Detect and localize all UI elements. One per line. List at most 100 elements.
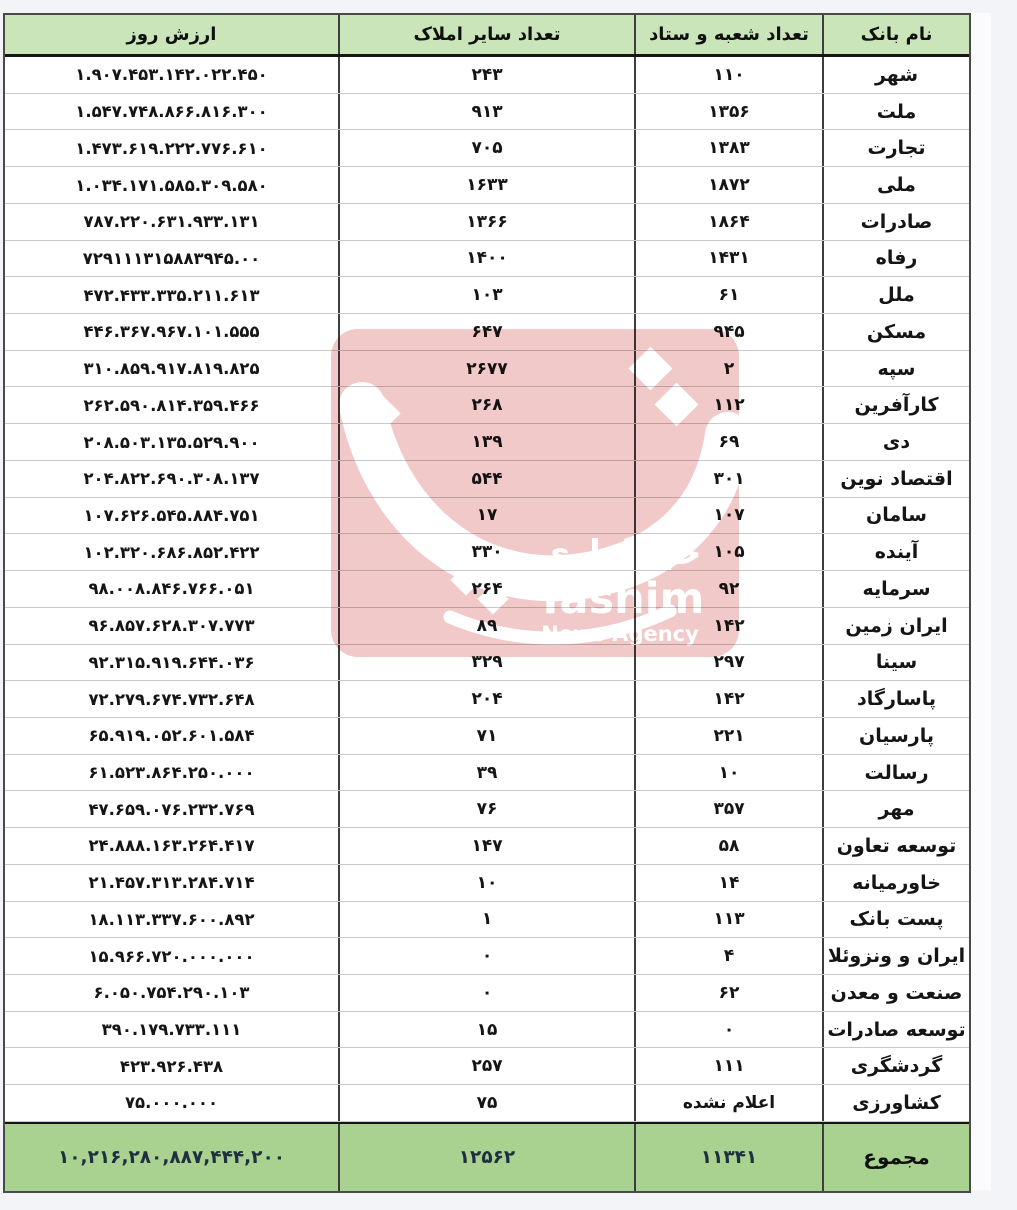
bank-name-cell: ملل xyxy=(822,277,969,314)
bank-name-cell: رسالت xyxy=(822,754,969,791)
branches-cell: ۳۵۷ xyxy=(634,791,822,828)
branches-cell: ۴ xyxy=(634,938,822,974)
table-row: ۱.۹۰۷.۴۵۳.۱۴۲.۰۲۲.۴۵۰ ۲۴۳ ۱۱۰ شهر xyxy=(5,57,969,94)
branches-cell: ۶۲ xyxy=(634,974,822,1011)
branches-cell: ۱۳۵۶ xyxy=(634,93,822,130)
other-properties-cell: ۱۵ xyxy=(338,1011,634,1048)
branches-cell: ۱۰۵ xyxy=(634,534,822,571)
bank-name-cell: تجارت xyxy=(822,130,969,167)
table-row: ۲۰۸.۵۰۳.۱۳۵.۵۲۹.۹۰۰ ۱۳۹ ۶۹ دی xyxy=(5,424,969,461)
total-branches-cell: ۱۱۳۴۱ xyxy=(634,1123,822,1191)
value-cell: ۲۴.۸۸۸.۱۶۳.۲۶۴.۴۱۷ xyxy=(88,836,255,856)
table-row: ۷۵.۰۰۰.۰۰۰ ۷۵ اعلام نشده کشاورزی xyxy=(5,1085,969,1122)
bank-name-cell: سامان xyxy=(822,497,969,534)
branches-cell: ۱۳۸۳ xyxy=(634,130,822,167)
bank-name-cell: رفاه xyxy=(822,240,969,277)
total-label-cell: مجموع xyxy=(822,1123,969,1191)
value-cell: ۶۵.۹۱۹.۰۵۲.۶۰۱.۵۸۴ xyxy=(88,726,255,746)
branches-cell: ۹۲ xyxy=(634,571,822,607)
other-properties-cell: ۵۴۴ xyxy=(338,460,634,497)
branches-cell: ۶۱ xyxy=(634,277,822,314)
value-cell: ۷۲.۲۷۹.۶۷۴.۷۳۲.۶۴۸ xyxy=(88,689,255,709)
branches-cell: ۵۸ xyxy=(634,828,822,864)
table-row: ۱.۴۷۳.۶۱۹.۲۲۲.۷۷۶.۶۱۰ ۷۰۵ ۱۳۸۳ تجارت xyxy=(5,130,969,168)
page-background-top xyxy=(0,0,1017,13)
other-properties-cell: ۱۷ xyxy=(338,497,634,534)
table-row: ۳۹۰.۱۷۹.۷۳۳.۱۱۱ ۱۵ ۰ توسعه صادرات xyxy=(5,1011,969,1049)
bank-name-cell: صادرات xyxy=(822,203,969,240)
value-cell: ۳۹۰.۱۷۹.۷۳۳.۱۱۱ xyxy=(101,1020,242,1040)
branches-cell: ۲ xyxy=(634,350,822,387)
value-cell: ۳۱۰.۸۵۹.۹۱۷.۸۱۹.۸۲۵ xyxy=(83,359,260,379)
other-properties-cell: ۶۴۷ xyxy=(338,314,634,350)
value-cell: ۱۰۷.۶۲۶.۵۴۵.۸۸۴.۷۵۱ xyxy=(83,505,260,525)
value-cell: ۷۵.۰۰۰.۰۰۰ xyxy=(124,1093,219,1113)
value-cell: ۹۲.۳۱۵.۹۱۹.۶۴۴.۰۳۶ xyxy=(88,652,255,672)
other-properties-cell: ۲۶۸ xyxy=(338,387,634,424)
branches-cell: ۱۱۲ xyxy=(634,387,822,424)
page-background-right xyxy=(969,13,991,1190)
value-cell: ۴۴۶.۳۶۷.۹۶۷.۱۰۱.۵۵۵ xyxy=(83,322,260,342)
other-properties-cell: ۳۲۹ xyxy=(338,644,634,681)
total-value-cell: ۱۰,۲۱۶,۲۸۰,۸۸۷,۴۴۴,۲۰۰ xyxy=(57,1146,286,1168)
branches-cell: ۶۹ xyxy=(634,424,822,460)
value-cell: ۱۵.۹۶۶.۷۲۰.۰۰۰.۰۰۰ xyxy=(88,946,255,966)
table-row: ۲۱.۴۵۷.۳۱۳.۲۸۴.۷۱۴ ۱۰ ۱۴ خاورمیانه xyxy=(5,864,969,902)
header-value-column: ارزش روز xyxy=(126,24,217,45)
table-row: ۴۲۳.۹۲۶.۴۳۸ ۲۵۷ ۱۱۱ گردشگری xyxy=(5,1048,969,1086)
table-row: ۱۸.۱۱۳.۳۳۷.۶۰۰.۸۹۲ ۱ ۱۱۳ پست بانک xyxy=(5,901,969,939)
other-properties-cell: ۰ xyxy=(338,974,634,1011)
banks-table: ارزش روز تعداد سایر املاک تعداد شعبه و س… xyxy=(3,13,971,1193)
table-body: ۱.۹۰۷.۴۵۳.۱۴۲.۰۲۲.۴۵۰ ۲۴۳ ۱۱۰ شهر ۱.۵۴۷.… xyxy=(5,57,969,1122)
branches-cell: ۱۰ xyxy=(634,754,822,791)
branches-cell: ۱۸۷۲ xyxy=(634,167,822,203)
header-branches-column: تعداد شعبه و ستاد xyxy=(634,15,822,54)
bank-name-cell: گردشگری xyxy=(822,1048,969,1085)
other-properties-cell: ۲۵۷ xyxy=(338,1048,634,1085)
branches-cell: ۲۹۷ xyxy=(634,644,822,681)
other-properties-cell: ۲۰۴ xyxy=(338,681,634,717)
table-row: ۲۶۲.۵۹۰.۸۱۴.۳۵۹.۴۶۶ ۲۶۸ ۱۱۲ کارآفرین xyxy=(5,387,969,425)
total-other-properties-cell: ۱۲۵۶۲ xyxy=(338,1123,634,1191)
value-cell: ۱.۴۷۳.۶۱۹.۲۲۲.۷۷۶.۶۱۰ xyxy=(75,138,268,158)
value-cell: ۴۷۲.۴۳۳.۳۳۵.۲۱۱.۶۱۳ xyxy=(83,285,260,305)
table-total-row: ۱۰,۲۱۶,۲۸۰,۸۸۷,۴۴۴,۲۰۰ ۱۲۵۶۲ ۱۱۳۴۱ مجموع xyxy=(5,1121,969,1191)
header-other-properties-column: تعداد سایر املاک xyxy=(338,15,634,54)
table-row: ۱۰۲.۳۲۰.۶۸۶.۸۵۲.۴۲۲ ۳۳۰ ۱۰۵ آینده xyxy=(5,534,969,572)
other-properties-cell: ۷۱ xyxy=(338,717,634,754)
value-cell: ۱۰۲.۳۲۰.۶۸۶.۸۵۲.۴۲۲ xyxy=(83,542,260,562)
bank-name-cell: ملی xyxy=(822,167,969,203)
table-row: ۷۸۷.۲۲۰.۶۳۱.۹۳۳.۱۳۱ ۱۳۶۶ ۱۸۶۴ صادرات xyxy=(5,203,969,241)
other-properties-cell: ۱۶۳۳ xyxy=(338,167,634,203)
other-properties-cell: ۳۹ xyxy=(338,754,634,791)
table-row: ۹۶.۸۵۷.۶۲۸.۳۰۷.۷۷۳ ۸۹ ۱۴۲ ایران زمین xyxy=(5,607,969,645)
table-row: ۱.۵۴۷.۷۴۸.۸۶۶.۸۱۶.۳۰۰ ۹۱۳ ۱۳۵۶ ملت xyxy=(5,93,969,131)
table-header-row: ارزش روز تعداد سایر املاک تعداد شعبه و س… xyxy=(5,15,969,57)
branches-cell: ۰ xyxy=(634,1011,822,1048)
value-cell: ۶.۰۵۰.۷۵۴.۲۹۰.۱۰۳ xyxy=(93,983,250,1003)
other-properties-cell: ۸۹ xyxy=(338,607,634,644)
branches-cell: ۱۱۱ xyxy=(634,1048,822,1085)
table-row: ۶.۰۵۰.۷۵۴.۲۹۰.۱۰۳ ۰ ۶۲ صنعت و معدن xyxy=(5,974,969,1012)
bank-name-cell: توسعه تعاون xyxy=(822,828,969,864)
other-properties-cell: ۱ xyxy=(338,901,634,938)
table-row: ۴۷.۶۵۹.۰۷۶.۲۳۲.۷۶۹ ۷۶ ۳۵۷ مهر xyxy=(5,791,969,829)
other-properties-cell: ۰ xyxy=(338,938,634,974)
bank-name-cell: دی xyxy=(822,424,969,460)
bank-name-cell: آینده xyxy=(822,534,969,571)
table-row: ۳۱۰.۸۵۹.۹۱۷.۸۱۹.۸۲۵ ۲۶۷۷ ۲ سپه xyxy=(5,350,969,388)
table-row: ۱۵.۹۶۶.۷۲۰.۰۰۰.۰۰۰ ۰ ۴ ایران و ونزوئلا xyxy=(5,938,969,975)
other-properties-cell: ۷۰۵ xyxy=(338,130,634,167)
branches-cell: ۱۴ xyxy=(634,864,822,901)
other-properties-cell: ۱۴۰۰ xyxy=(338,240,634,277)
branches-cell: ۱۱۳ xyxy=(634,901,822,938)
bank-name-cell: ایران و ونزوئلا xyxy=(822,938,969,974)
bank-name-cell: مهر xyxy=(822,791,969,828)
table-row: ۹۲.۳۱۵.۹۱۹.۶۴۴.۰۳۶ ۳۲۹ ۲۹۷ سینا xyxy=(5,644,969,682)
value-cell: ۱۸.۱۱۳.۳۳۷.۶۰۰.۸۹۲ xyxy=(88,909,255,929)
branches-cell: ۱۴۲ xyxy=(634,681,822,717)
table-row: ۷۲۹۱۱۱۳۱۵۸۸۳۹۴۵.۰۰ ۱۴۰۰ ۱۴۳۱ رفاه xyxy=(5,240,969,278)
branches-cell: ۱۴۲ xyxy=(634,607,822,644)
branches-cell: ۲۲۱ xyxy=(634,717,822,754)
branches-cell: ۱۴۳۱ xyxy=(634,240,822,277)
